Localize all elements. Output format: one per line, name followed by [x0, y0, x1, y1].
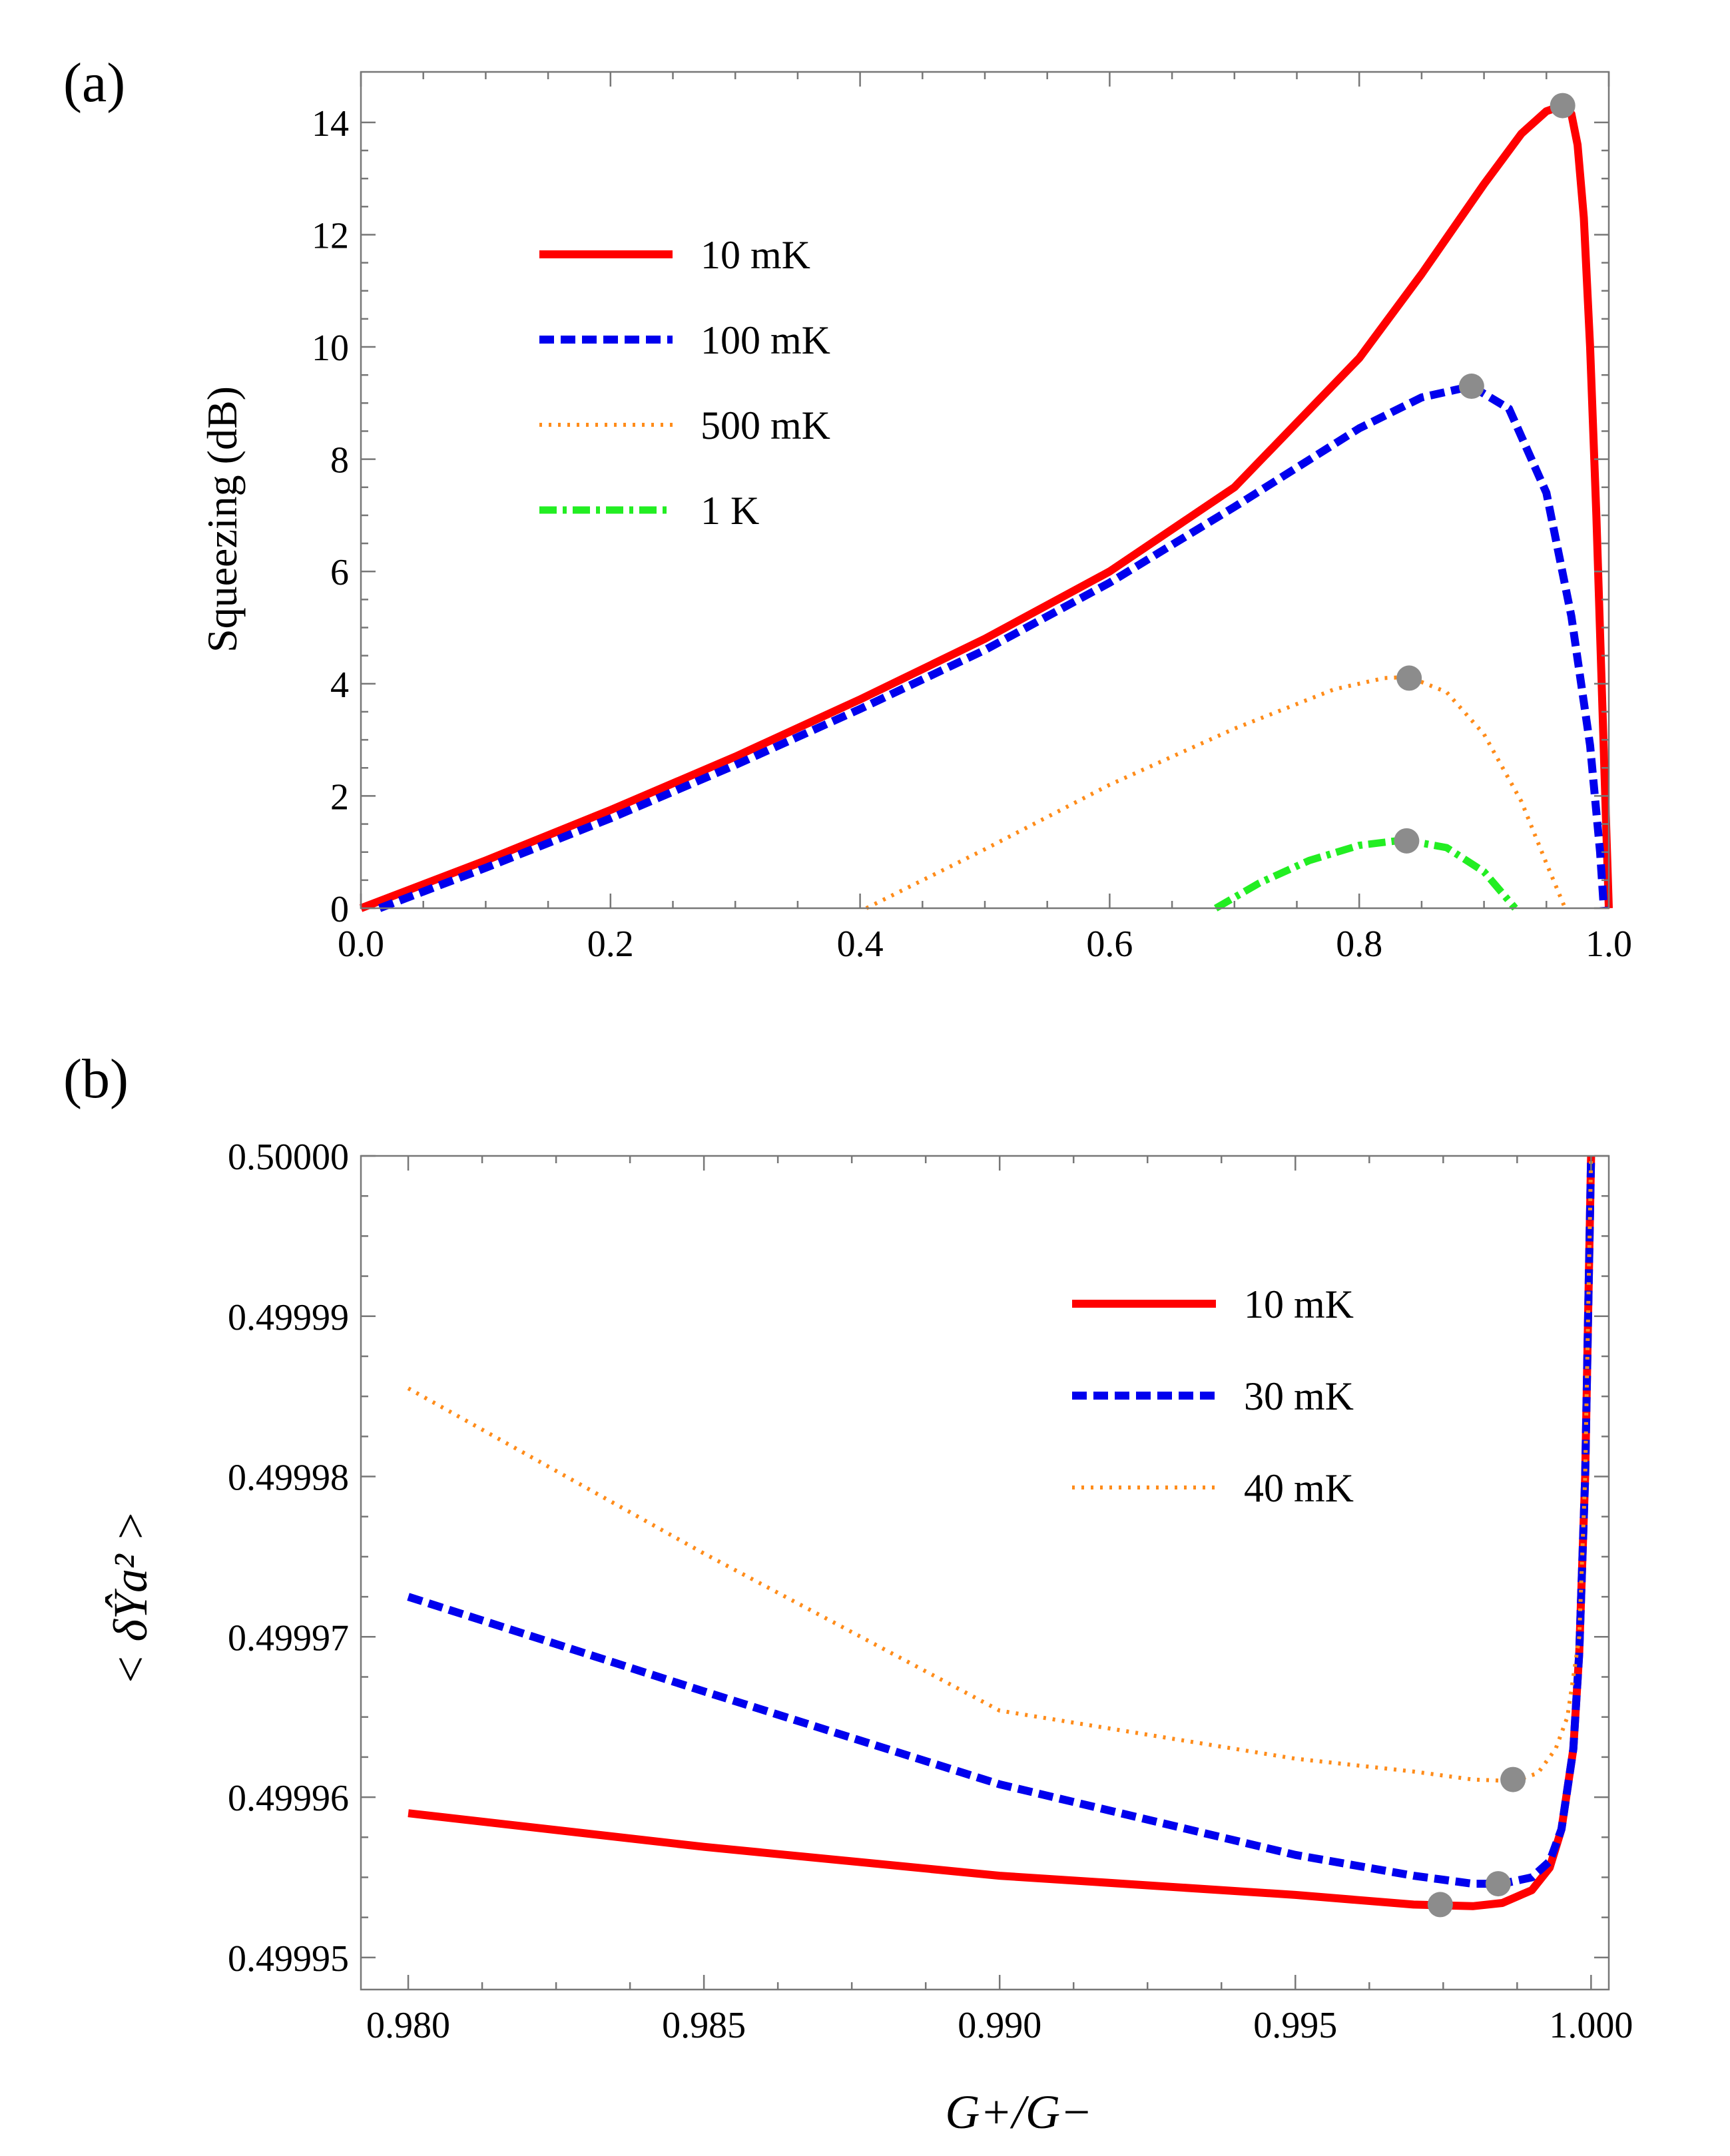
- y-tick-label: 0.49995: [228, 1938, 349, 1980]
- series-line-a-1-k: [1213, 837, 1518, 912]
- y-tick-label: 0.49996: [228, 1778, 349, 1819]
- y-tick-label: 0.49997: [228, 1617, 349, 1659]
- y-tick-label: 6: [330, 552, 349, 593]
- x-tick-label: 0.980: [366, 2005, 450, 2046]
- panel-a-label: (a): [63, 52, 125, 114]
- series-line-a-500-mk: [865, 674, 1568, 910]
- legend-label-10-mk: 10 mK: [1244, 1282, 1354, 1326]
- panel-b-chart: (b) < δŶa² > G+/G− 0.980 0.985 0.990 0.995 1…: [63, 1048, 1633, 2139]
- peak-marker-b-10-mk: [1427, 1892, 1453, 1918]
- y-tick-label: 0.49999: [228, 1297, 349, 1338]
- peak-marker-a-500-mk: [1396, 665, 1422, 691]
- panel-b-x-axis-label: G+/G−: [945, 2085, 1092, 2139]
- series-line-a-10-mk: [359, 101, 1613, 912]
- legend-label-40-mk: 40 mK: [1244, 1466, 1354, 1510]
- legend-label-100-mk: 100 mK: [701, 318, 830, 362]
- x-tick-label: 1.0: [1586, 924, 1632, 965]
- x-tick-label: 0.8: [1336, 924, 1382, 965]
- panel-b-label: (b): [63, 1048, 129, 1110]
- x-tick-label: 0.2: [587, 924, 634, 965]
- y-tick-label: 0.50000: [228, 1137, 349, 1178]
- peak-marker-a-10-mk: [1550, 93, 1576, 119]
- y-tick-label: 10: [312, 328, 349, 369]
- series-line-b-10-mk: [408, 1155, 1595, 1910]
- y-tick-label: 2: [330, 776, 349, 818]
- series-line-a-100-mk: [378, 382, 1608, 912]
- y-tick-label: 8: [330, 440, 349, 481]
- x-tick-label: 0.0: [338, 924, 384, 965]
- y-tick-label: 0: [330, 889, 349, 930]
- panel-b-frame: [360, 1155, 1610, 1991]
- y-tick-label: 0.49998: [228, 1458, 349, 1499]
- panel-a-chart: (a) Squeezing (dB) 0.0 0.2 0.4 0.6 0.8 1.0 0 2 4…: [63, 52, 1632, 965]
- peak-marker-b-30-mk: [1485, 1871, 1511, 1897]
- panel-a-legend: 10 mK 100 mK 500 mK 1 K: [539, 233, 830, 533]
- x-tick-label: 1.000: [1549, 2005, 1633, 2046]
- legend-label-1-k: 1 K: [701, 489, 759, 533]
- panel-a-y-axis-label: Squeezing (dB): [198, 386, 246, 653]
- panel-b-y-axis-label: < δŶa² >: [104, 1510, 157, 1686]
- panel-a-frame: [360, 71, 1610, 910]
- y-tick-label: 14: [312, 103, 349, 144]
- series-line-b-40-mk: [407, 1155, 1593, 1783]
- peak-marker-a-1-k: [1394, 828, 1420, 854]
- peak-marker-a-100-mk: [1458, 374, 1484, 400]
- panel-b-legend: 10 mK 30 mK 40 mK: [1072, 1282, 1354, 1510]
- y-tick-label: 4: [330, 665, 349, 706]
- x-tick-label: 0.985: [662, 2005, 746, 2046]
- legend-label-10-mk: 10 mK: [701, 233, 810, 277]
- x-tick-label: 0.4: [837, 924, 884, 965]
- peak-marker-b-40-mk: [1500, 1766, 1526, 1792]
- legend-label-30-mk: 30 mK: [1244, 1374, 1354, 1418]
- legend-label-500-mk: 500 mK: [701, 404, 830, 447]
- series-line-b-30-mk: [407, 1155, 1595, 1888]
- y-tick-label: 12: [312, 215, 349, 256]
- x-tick-label: 0.995: [1253, 2005, 1337, 2046]
- x-tick-label: 0.6: [1086, 924, 1133, 965]
- x-tick-label: 0.990: [958, 2005, 1041, 2046]
